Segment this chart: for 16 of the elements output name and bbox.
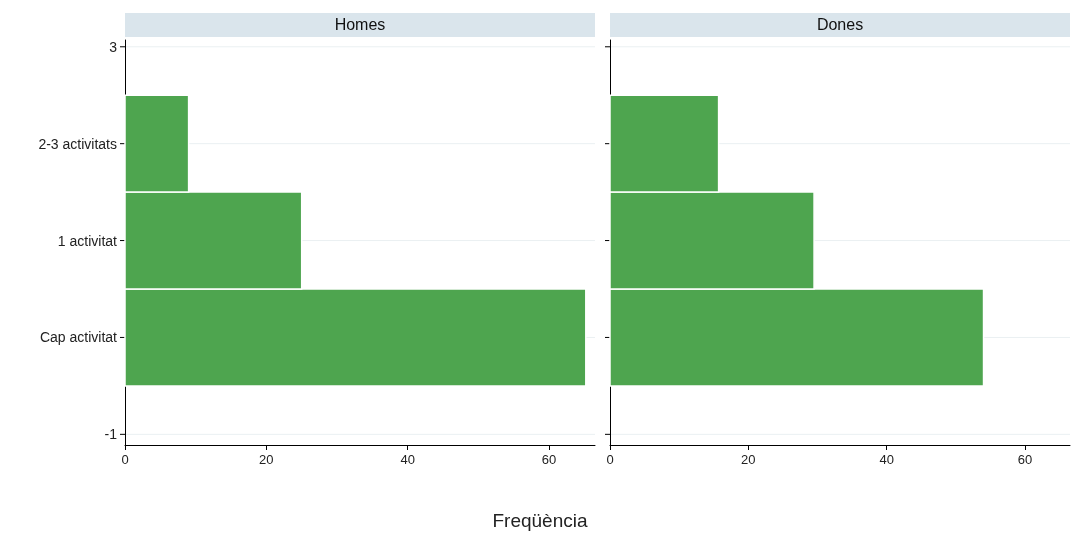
- x-tick-label: 60: [1017, 452, 1033, 467]
- x-axis-title: Freqüència: [491, 510, 589, 532]
- x-tick-label: 20: [259, 452, 274, 467]
- y-tick-label: -1: [104, 426, 118, 443]
- x-tick-label: 0: [606, 452, 614, 467]
- x-tick-label: 40: [879, 452, 894, 467]
- x-tick-label: 0: [121, 452, 129, 467]
- chart-title: Dones: [610, 13, 1070, 37]
- chart-title: Homes: [125, 13, 595, 37]
- x-tick-label: 40: [400, 452, 415, 467]
- y-tick-label: 2-3 activitats: [38, 135, 117, 152]
- y-tick-label: 1 activitat: [57, 232, 118, 249]
- x-tick-label: 60: [541, 452, 557, 467]
- y-tick-label: 3: [109, 38, 118, 55]
- y-tick-label: Cap activitat: [39, 329, 118, 346]
- x-tick-label: 20: [741, 452, 756, 467]
